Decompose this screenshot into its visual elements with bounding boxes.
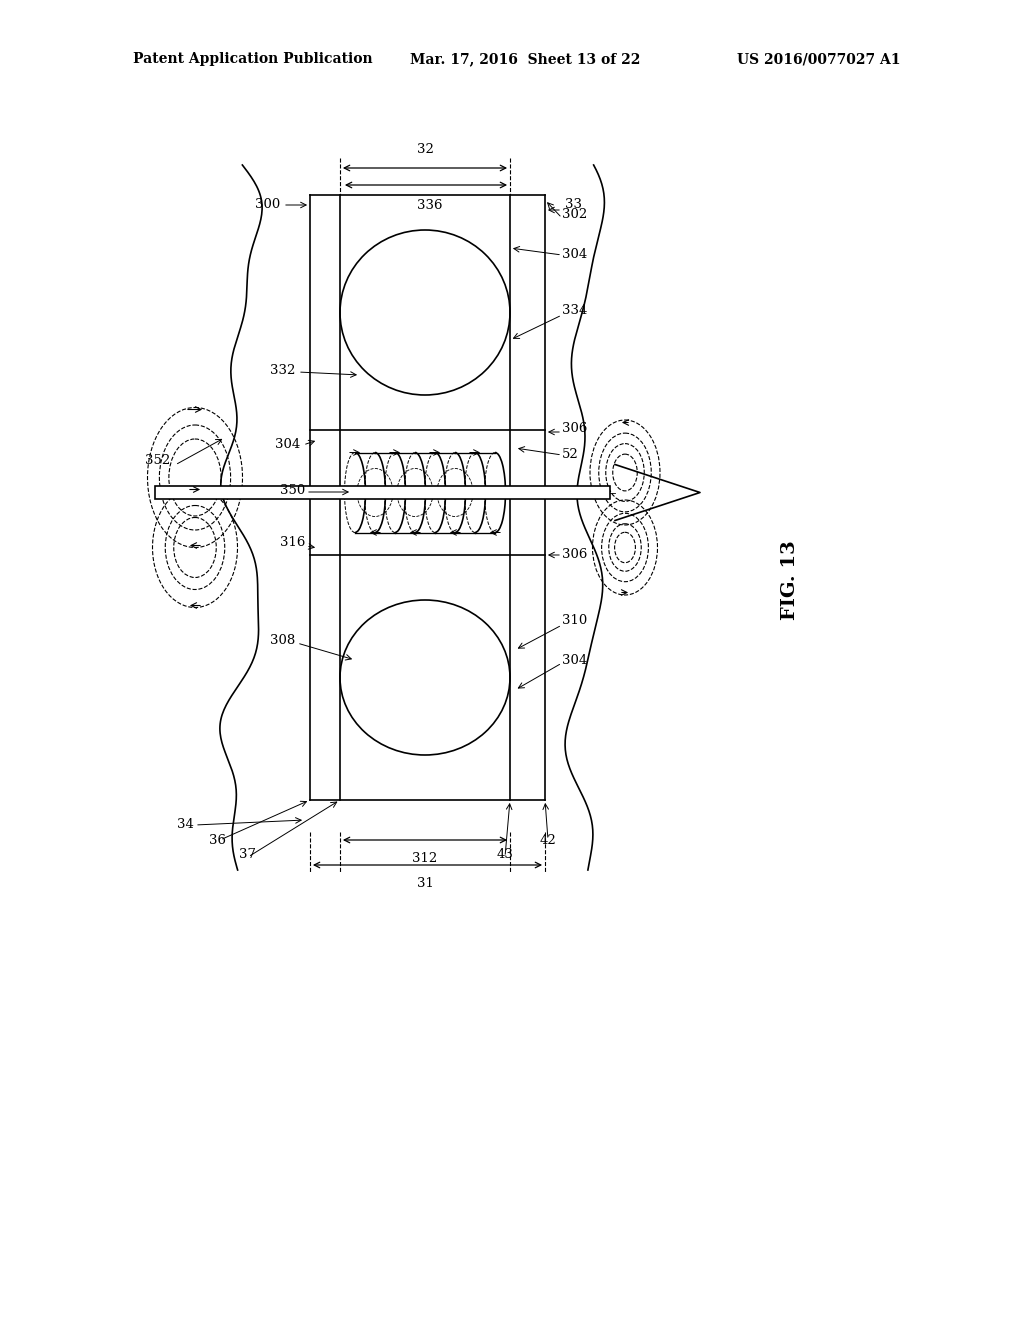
Text: 334: 334 (562, 304, 588, 317)
Text: 306: 306 (562, 421, 588, 434)
Text: 34: 34 (176, 818, 194, 832)
Text: 42: 42 (540, 833, 556, 846)
Text: US 2016/0077027 A1: US 2016/0077027 A1 (737, 53, 901, 66)
Text: 306: 306 (562, 549, 588, 561)
Text: 36: 36 (210, 833, 226, 846)
Text: FIG. 13: FIG. 13 (781, 540, 799, 620)
Text: 304: 304 (562, 248, 587, 261)
Text: 304: 304 (562, 653, 587, 667)
Text: 33: 33 (565, 198, 582, 211)
Text: 32: 32 (417, 143, 433, 156)
Text: 300: 300 (255, 198, 280, 211)
Text: 312: 312 (413, 851, 437, 865)
Text: 332: 332 (269, 363, 295, 376)
Text: Mar. 17, 2016  Sheet 13 of 22: Mar. 17, 2016 Sheet 13 of 22 (410, 53, 640, 66)
Text: 352: 352 (144, 454, 170, 466)
Text: 336: 336 (417, 199, 442, 213)
Text: 316: 316 (280, 536, 305, 549)
Text: Patent Application Publication: Patent Application Publication (133, 53, 373, 66)
Text: 302: 302 (562, 209, 587, 222)
Text: 308: 308 (269, 634, 295, 647)
Text: 304: 304 (274, 438, 300, 451)
Text: 310: 310 (562, 614, 587, 627)
Text: 31: 31 (417, 876, 433, 890)
Text: 37: 37 (240, 849, 256, 862)
Text: 52: 52 (562, 449, 579, 462)
Bar (155, 486, 610, 499)
Text: 43: 43 (497, 849, 513, 862)
Text: 350: 350 (280, 483, 305, 496)
